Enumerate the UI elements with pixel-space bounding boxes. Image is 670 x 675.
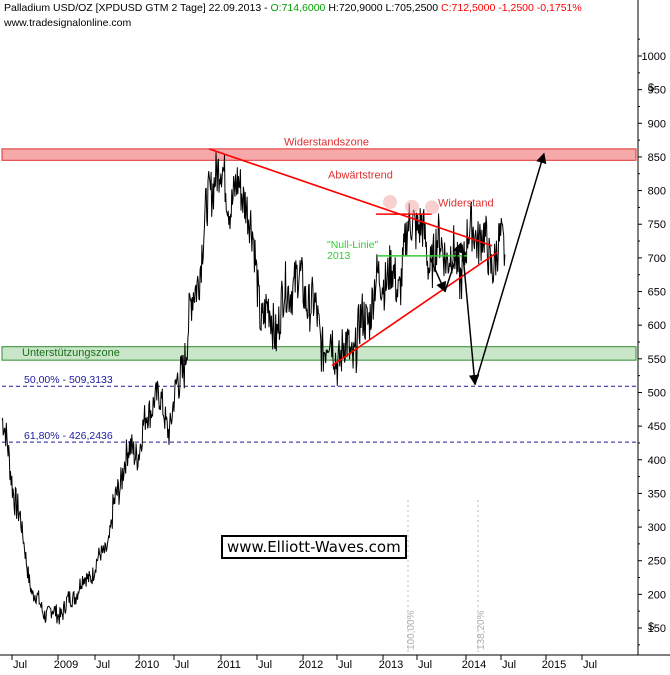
x-tick-label: 2014: [462, 659, 486, 671]
annotation-downtrend: Abwärtstrend: [328, 169, 393, 181]
y-tick-label: 950: [648, 85, 666, 97]
currency-symbol-bottom: $: [648, 621, 655, 633]
annotation-null-line: "Null-Linie": [327, 239, 378, 251]
y-tick-label: 600: [648, 320, 666, 332]
support-zone: [1, 346, 637, 361]
fib-label: 61,80% - 426,2436: [24, 430, 113, 442]
x-tick-label: 2010: [135, 659, 159, 671]
x-tick-label: Jul: [338, 659, 352, 671]
y-tick-label: 800: [648, 186, 666, 198]
x-tick-label: Jul: [583, 659, 597, 671]
open-value: O:714,6000: [270, 2, 326, 14]
y-tick-label: 750: [648, 219, 666, 231]
y-tick-label: 400: [648, 455, 666, 467]
fib-label: 50,00% - 509,3133: [24, 374, 113, 386]
annotation-resistance: Widerstand: [438, 198, 494, 210]
y-tick-label: 850: [648, 152, 666, 164]
website-text: www.tradesignalonline.com: [4, 17, 132, 29]
peak-marker: [383, 195, 397, 210]
uptrend-line: [331, 251, 498, 367]
y-tick-label: 1000: [642, 51, 666, 63]
currency-symbol-top: $: [648, 82, 655, 94]
x-tick-label: Jul: [258, 659, 272, 671]
annotation-null-line-year: 2013: [327, 250, 351, 262]
x-tick-label: 2015: [542, 659, 566, 671]
projection-label: 138,20%: [476, 610, 487, 650]
y-tick-label: 250: [648, 556, 666, 568]
projection-arrow: [461, 244, 480, 386]
watermark: www.Elliott-Waves.com: [221, 535, 407, 559]
y-tick-label: 900: [648, 118, 666, 130]
x-tick-label: Jul: [96, 659, 110, 671]
instrument-label: Palladium USD/OZ [XPDUSD GTM 2 Tage] 22.…: [4, 2, 271, 14]
y-tick-label: 300: [648, 522, 666, 534]
annotation-support-zone: Unterstützungszone: [22, 347, 120, 359]
y-tick-label: 350: [648, 488, 666, 500]
annotation-resistance-zone: Widerstandszone: [284, 137, 369, 149]
y-tick-label: 500: [648, 387, 666, 399]
chart-header: Palladium USD/OZ [XPDUSD GTM 2 Tage] 22.…: [4, 2, 582, 14]
downtrend-line: [208, 148, 493, 247]
low-value: L:705,2500: [385, 2, 439, 14]
peak-marker: [425, 200, 439, 215]
x-tick-label: 2012: [299, 659, 323, 671]
high-value: H:720,9000: [328, 2, 383, 14]
projection-arrow: [444, 242, 464, 292]
x-tick-label: Jul: [175, 659, 189, 671]
peak-marker: [405, 199, 419, 214]
x-tick-label: Jul: [502, 659, 516, 671]
projection-arrow: [474, 152, 547, 385]
x-tick-label: 2009: [54, 659, 78, 671]
website-label: www.tradesignalonline.com: [4, 17, 131, 29]
y-tick-label: 200: [648, 589, 666, 601]
y-tick-label: 150: [648, 623, 666, 635]
x-tick-label: Jul: [13, 659, 27, 671]
y-tick-label: 700: [648, 253, 666, 265]
close-value: C:712,5000 -1,2500 -0,1751%: [441, 2, 582, 14]
projection-arrow: [429, 257, 446, 293]
x-tick-label: 2011: [217, 659, 241, 671]
y-tick-label: 650: [648, 287, 666, 299]
x-tick-label: 2013: [379, 659, 403, 671]
price-line: [1, 152, 506, 625]
y-tick-label: 550: [648, 354, 666, 366]
x-tick-label: Jul: [418, 659, 432, 671]
y-tick-label: 450: [648, 421, 666, 433]
projection-label: 100,00%: [406, 610, 417, 650]
resistance-zone: [1, 148, 637, 161]
